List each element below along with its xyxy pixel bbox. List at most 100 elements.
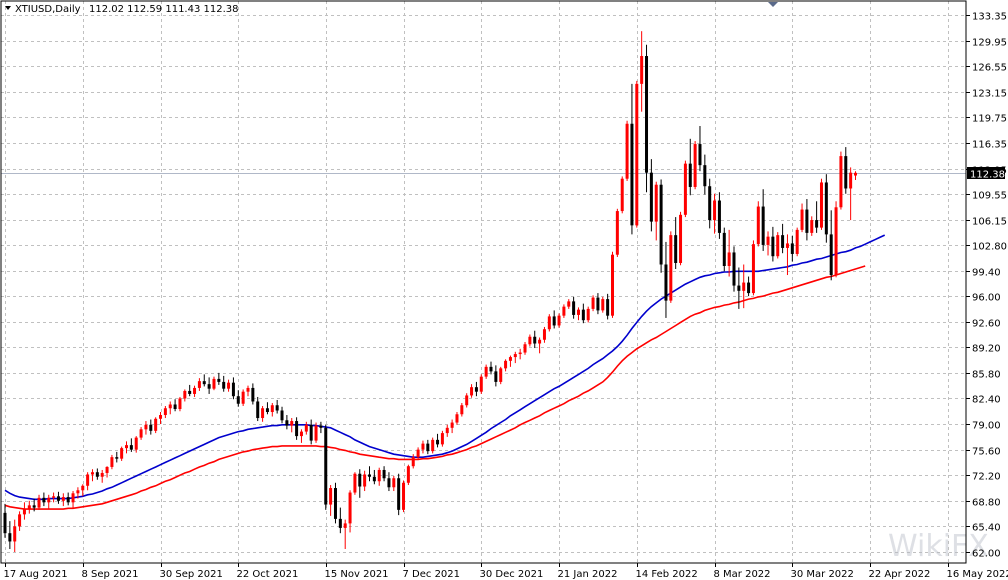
candle[interactable] [66,492,70,506]
candle[interactable] [139,427,143,440]
candle[interactable] [338,507,342,534]
candle[interactable] [406,464,410,486]
candle[interactable] [217,372,221,385]
candle[interactable] [183,389,187,402]
candle[interactable] [688,138,692,196]
candle[interactable] [766,231,770,256]
candle[interactable] [717,192,721,239]
candle[interactable] [270,402,274,417]
collapse-triangle-icon[interactable] [5,6,11,10]
candle[interactable] [679,211,683,266]
candle[interactable] [134,436,138,453]
candle[interactable] [18,511,22,531]
candle[interactable] [547,314,551,332]
candle[interactable] [246,385,250,397]
candle[interactable] [193,385,197,397]
candle[interactable] [581,303,585,324]
candle[interactable] [110,454,114,470]
candle[interactable] [756,201,760,247]
candle[interactable] [455,412,459,425]
candle[interactable] [795,227,799,257]
candle[interactable] [343,519,347,549]
candle[interactable] [324,424,328,510]
candle[interactable] [732,246,736,292]
candle[interactable] [256,396,260,422]
candle[interactable] [86,472,90,491]
candle[interactable] [159,412,163,425]
candle[interactable] [333,482,337,524]
candle[interactable] [392,475,396,492]
candle[interactable] [542,326,546,343]
candle[interactable] [504,359,508,372]
candle[interactable] [32,498,36,512]
candle[interactable] [586,306,590,323]
candle[interactable] [304,421,308,435]
candle[interactable] [377,467,381,486]
candle[interactable] [436,433,440,448]
candle[interactable] [100,469,104,483]
candle[interactable] [693,141,697,190]
candle[interactable] [105,466,109,478]
candle[interactable] [460,402,464,417]
candle[interactable] [538,337,542,354]
candle[interactable] [747,276,751,297]
candle[interactable] [562,304,566,318]
candle[interactable] [363,470,367,492]
candle[interactable] [236,390,240,407]
candle[interactable] [751,240,755,296]
candle[interactable] [815,201,819,233]
candle[interactable] [56,491,60,504]
candle[interactable] [601,296,605,313]
candle[interactable] [615,208,619,257]
candle[interactable] [771,226,775,262]
candle[interactable] [52,492,56,503]
candle[interactable] [484,364,488,379]
candle[interactable] [8,521,12,549]
candle[interactable] [299,429,303,443]
candle[interactable] [854,171,857,180]
candle[interactable] [528,334,532,347]
candle[interactable] [844,147,848,194]
candle[interactable] [630,83,634,235]
candle[interactable] [727,229,731,277]
candle[interactable] [800,203,804,233]
candle[interactable] [470,384,474,398]
candle[interactable] [440,430,444,447]
candle[interactable] [368,466,371,482]
candle[interactable] [781,223,785,254]
candle[interactable] [839,151,843,210]
candle[interactable] [742,264,746,309]
candle[interactable] [674,217,678,270]
candle[interactable] [319,421,323,434]
candle[interactable] [849,167,853,221]
candle[interactable] [154,417,158,434]
candle[interactable] [47,494,51,510]
candle[interactable] [285,415,289,430]
candle[interactable] [790,235,794,262]
candle[interactable] [761,189,765,251]
candle[interactable] [173,399,177,412]
candle[interactable] [596,293,600,315]
candle[interactable] [329,485,333,516]
candle[interactable] [202,374,206,387]
candles[interactable] [3,31,858,552]
candle[interactable] [824,174,828,243]
candle[interactable] [499,366,503,385]
candle[interactable] [489,361,493,375]
candle[interactable] [90,469,94,482]
candle[interactable] [372,469,376,485]
candle[interactable] [557,313,561,328]
candle[interactable] [654,181,658,241]
candle[interactable] [227,379,231,392]
candle[interactable] [149,419,153,435]
candle[interactable] [620,176,624,214]
candle[interactable] [426,439,430,455]
candle[interactable] [251,383,255,405]
candle[interactable] [450,419,454,434]
candle[interactable] [474,381,478,397]
candle[interactable] [411,454,415,469]
candle[interactable] [606,293,610,320]
candle[interactable] [309,419,313,445]
candle[interactable] [737,267,741,309]
